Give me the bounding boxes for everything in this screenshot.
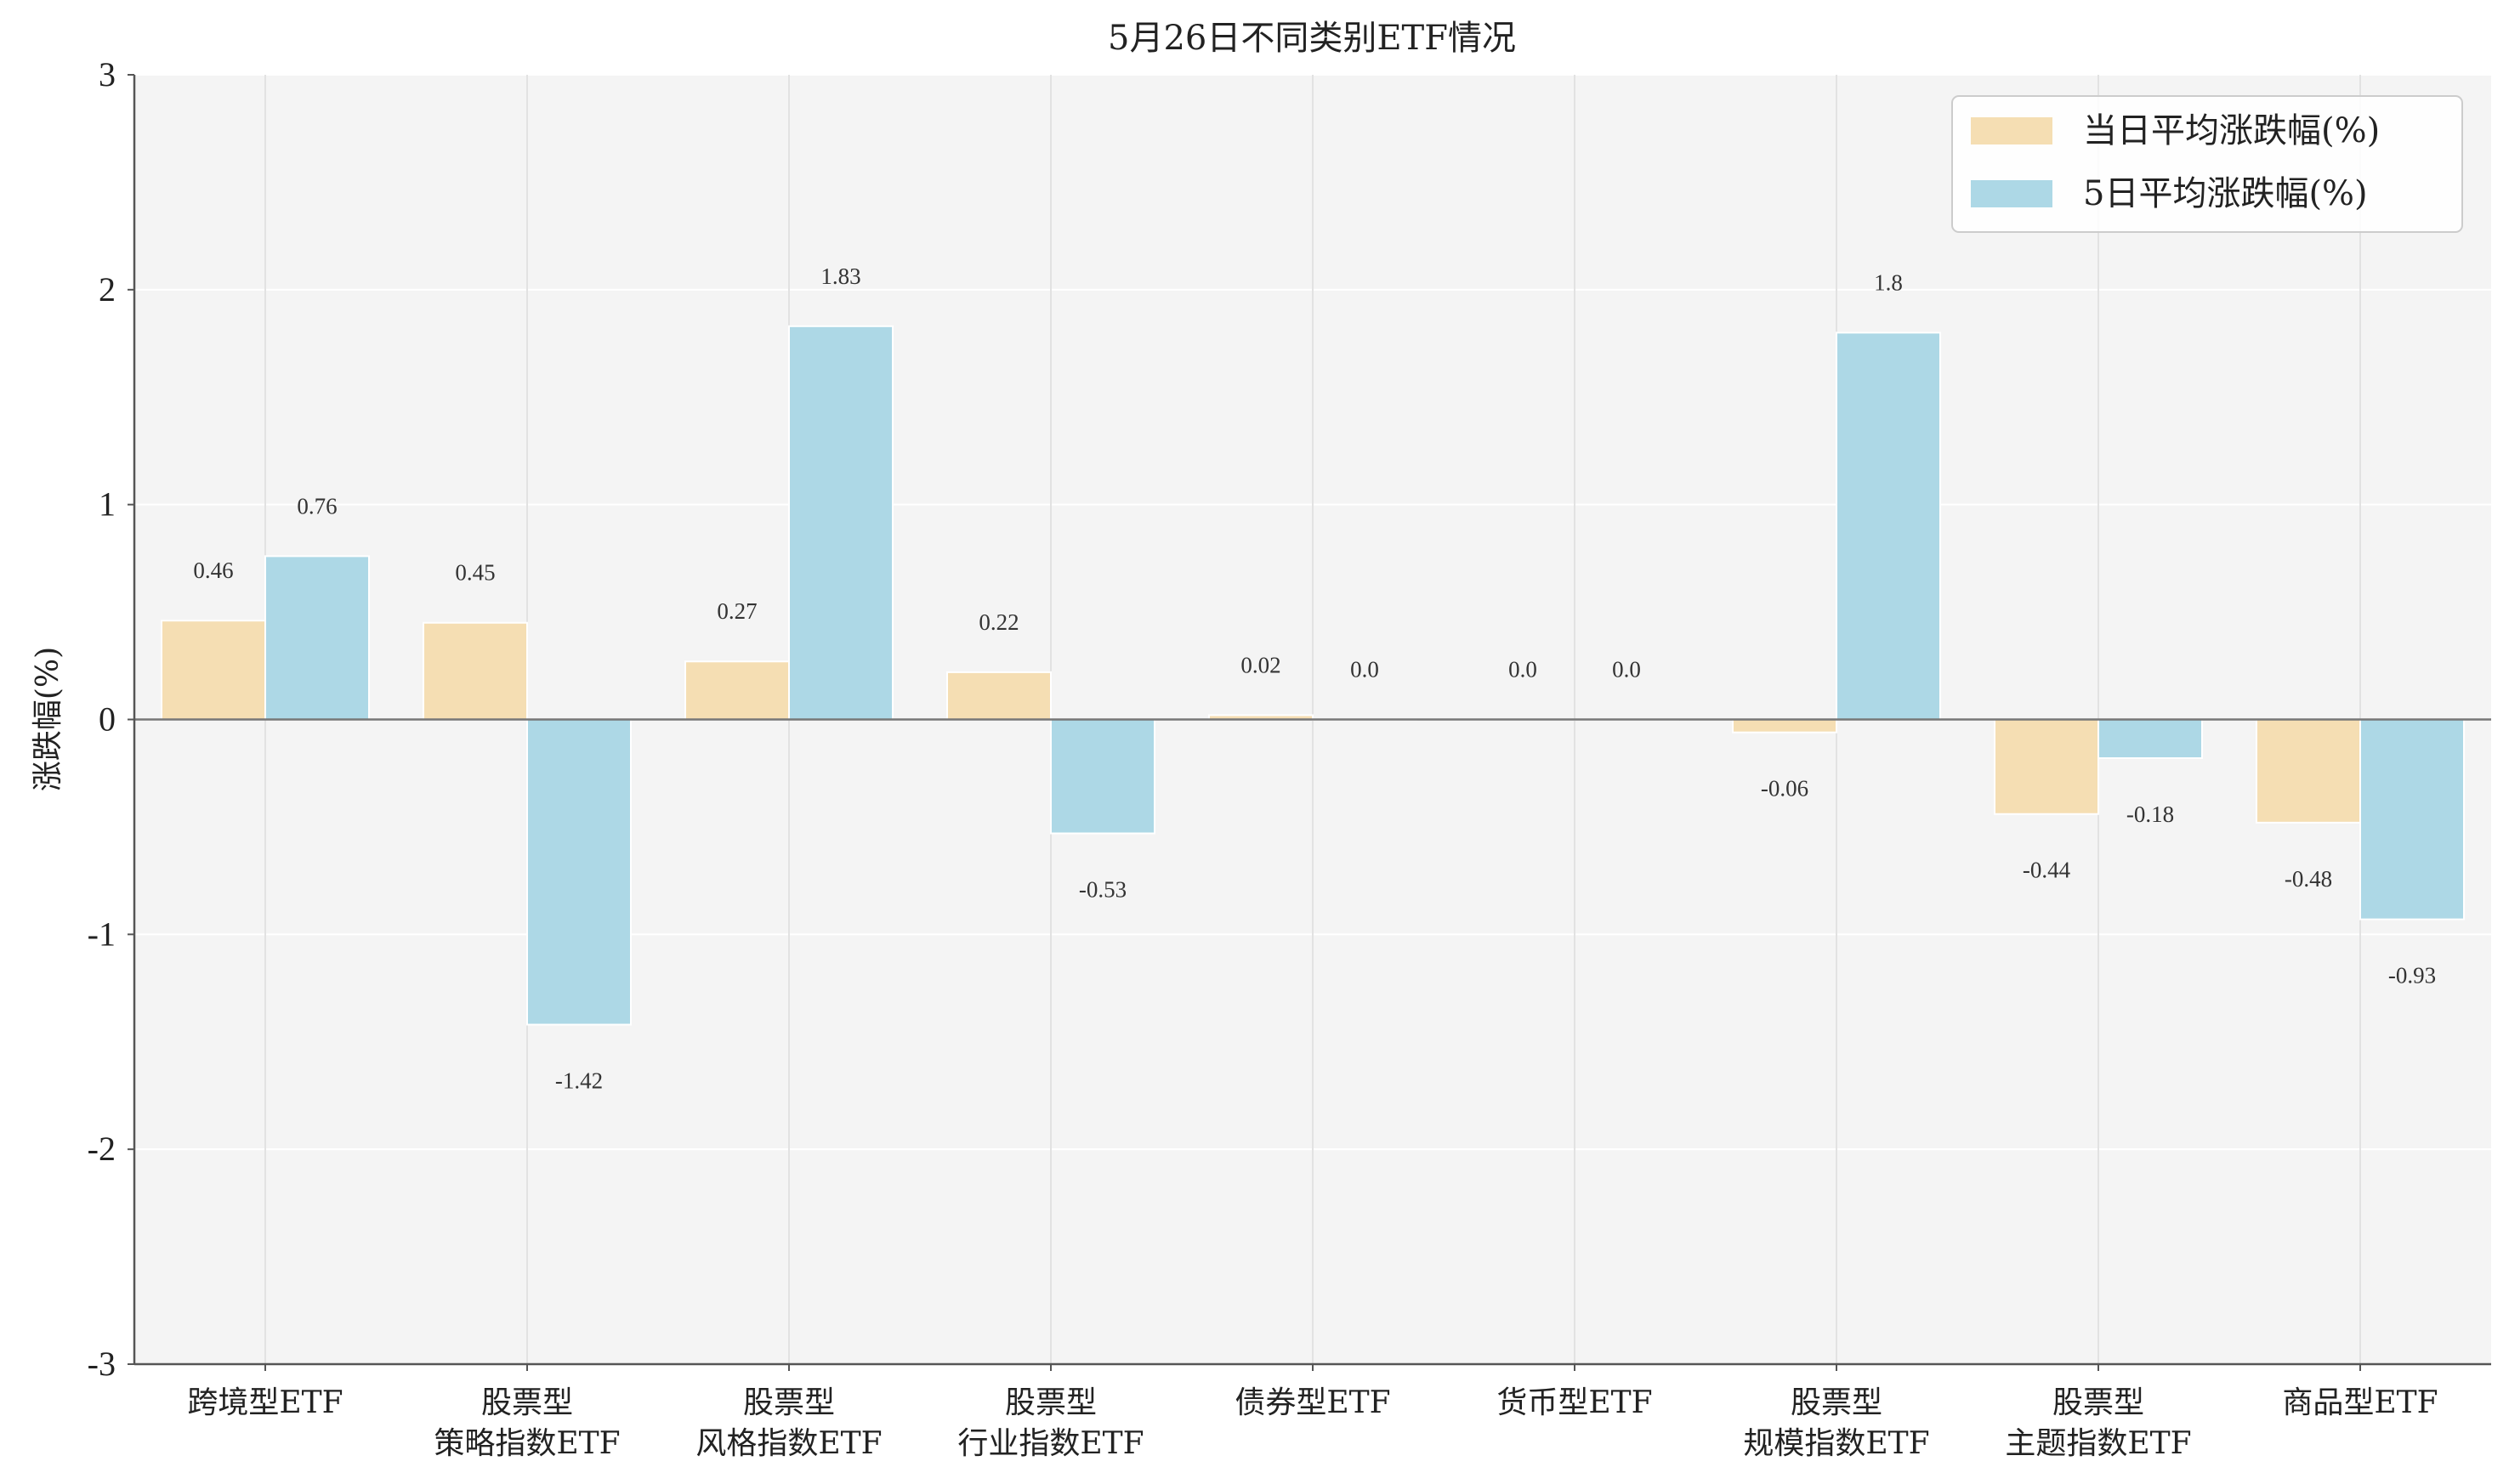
bar-series-1-cat-8 bbox=[1994, 718, 2099, 815]
y-tick-label: 1 bbox=[99, 485, 116, 524]
bars bbox=[161, 325, 2465, 1026]
data-labels: 0.46 0.45 0.27 0.22 0.02 0.0 -0.06 -0.44 -0.48 0.… bbox=[193, 263, 2436, 1094]
bar-series-2-cat-4 bbox=[1050, 718, 1155, 835]
y-axis-label: 涨跌幅(%) bbox=[31, 647, 65, 791]
chart-title: 5月26日不同类别ETF情况 bbox=[1108, 19, 1516, 58]
data-label: 0.22 bbox=[979, 609, 1019, 635]
bar-series-2-cat-7 bbox=[1836, 331, 1941, 721]
y-tick-label: -1 bbox=[88, 915, 116, 953]
bar-series-1-cat-9 bbox=[2256, 718, 2361, 824]
legend-label: 当日平均涨跌幅(%) bbox=[2083, 111, 2380, 150]
legend: 当日平均涨跌幅(%) 5日平均涨跌幅(%) bbox=[1951, 95, 2463, 233]
bar-series-1-cat-3 bbox=[684, 660, 790, 721]
data-label: -0.53 bbox=[1079, 877, 1127, 903]
x-tick-label: 股票型 bbox=[481, 1385, 573, 1420]
x-tick-label: 策略指数ETF bbox=[434, 1426, 620, 1461]
bar-series-1-cat-7 bbox=[1732, 718, 1837, 734]
x-tick-label: 债券型ETF bbox=[1235, 1385, 1390, 1420]
bar-series-1-cat-1 bbox=[161, 620, 266, 721]
data-label: 0.45 bbox=[455, 560, 495, 586]
x-tick-label: 股票型 bbox=[1791, 1385, 1882, 1420]
x-tick-label: 风格指数ETF bbox=[695, 1426, 882, 1461]
bar-series-1-cat-2 bbox=[423, 621, 528, 721]
bar-series-2-cat-2 bbox=[526, 718, 632, 1026]
data-label: -0.93 bbox=[2388, 963, 2436, 988]
data-label: 1.83 bbox=[820, 263, 860, 289]
data-label: -0.18 bbox=[2126, 801, 2174, 827]
data-label: 0.02 bbox=[1240, 652, 1280, 677]
bar-series-2-cat-3 bbox=[788, 325, 894, 721]
legend-box bbox=[1951, 95, 2463, 233]
y-tick-label: -2 bbox=[88, 1130, 116, 1168]
legend-swatch bbox=[1971, 117, 2052, 144]
x-tick-label: 跨境型ETF bbox=[187, 1385, 343, 1420]
x-tick-label: 行业指数ETF bbox=[957, 1426, 1144, 1461]
data-label: 0.0 bbox=[1612, 657, 1641, 683]
legend-swatch bbox=[1971, 180, 2052, 207]
y-tick-label: 2 bbox=[99, 270, 116, 309]
x-tick-label: 股票型 bbox=[1005, 1385, 1097, 1420]
bar-series-2-cat-9 bbox=[2359, 718, 2465, 920]
x-tick-label: 主题指数ETF bbox=[2005, 1426, 2191, 1461]
data-label: -0.44 bbox=[2023, 858, 2071, 883]
data-label: -1.42 bbox=[555, 1068, 603, 1094]
y-tick-label: 0 bbox=[99, 700, 116, 739]
bar-series-1-cat-4 bbox=[946, 671, 1052, 721]
legend-label: 5日平均涨跌幅(%) bbox=[2083, 174, 2368, 213]
bar-series-2-cat-1 bbox=[264, 555, 370, 721]
data-label: 0.27 bbox=[717, 598, 757, 624]
y-tick-label: 3 bbox=[99, 55, 116, 93]
data-label: 0.46 bbox=[193, 558, 233, 583]
data-label: -0.06 bbox=[1761, 776, 1808, 801]
data-label: 0.76 bbox=[297, 493, 337, 518]
y-tick-labels: 3 2 1 0 -1 -2 -3 bbox=[88, 55, 134, 1383]
x-tick-label: 股票型 bbox=[743, 1385, 835, 1420]
data-label: 0.0 bbox=[1350, 657, 1379, 683]
x-tick-label: 商品型ETF bbox=[2282, 1385, 2438, 1420]
data-label: -0.48 bbox=[2285, 866, 2332, 892]
x-tick-label: 规模指数ETF bbox=[1743, 1426, 1929, 1461]
bar-series-2-cat-8 bbox=[2097, 718, 2203, 760]
data-label: 1.8 bbox=[1874, 269, 1903, 295]
x-tick-label: 股票型 bbox=[2052, 1385, 2144, 1420]
x-tick-label: 货币型ETF bbox=[1496, 1385, 1652, 1420]
data-label: 0.0 bbox=[1508, 657, 1537, 683]
y-tick-label: -3 bbox=[88, 1345, 116, 1383]
